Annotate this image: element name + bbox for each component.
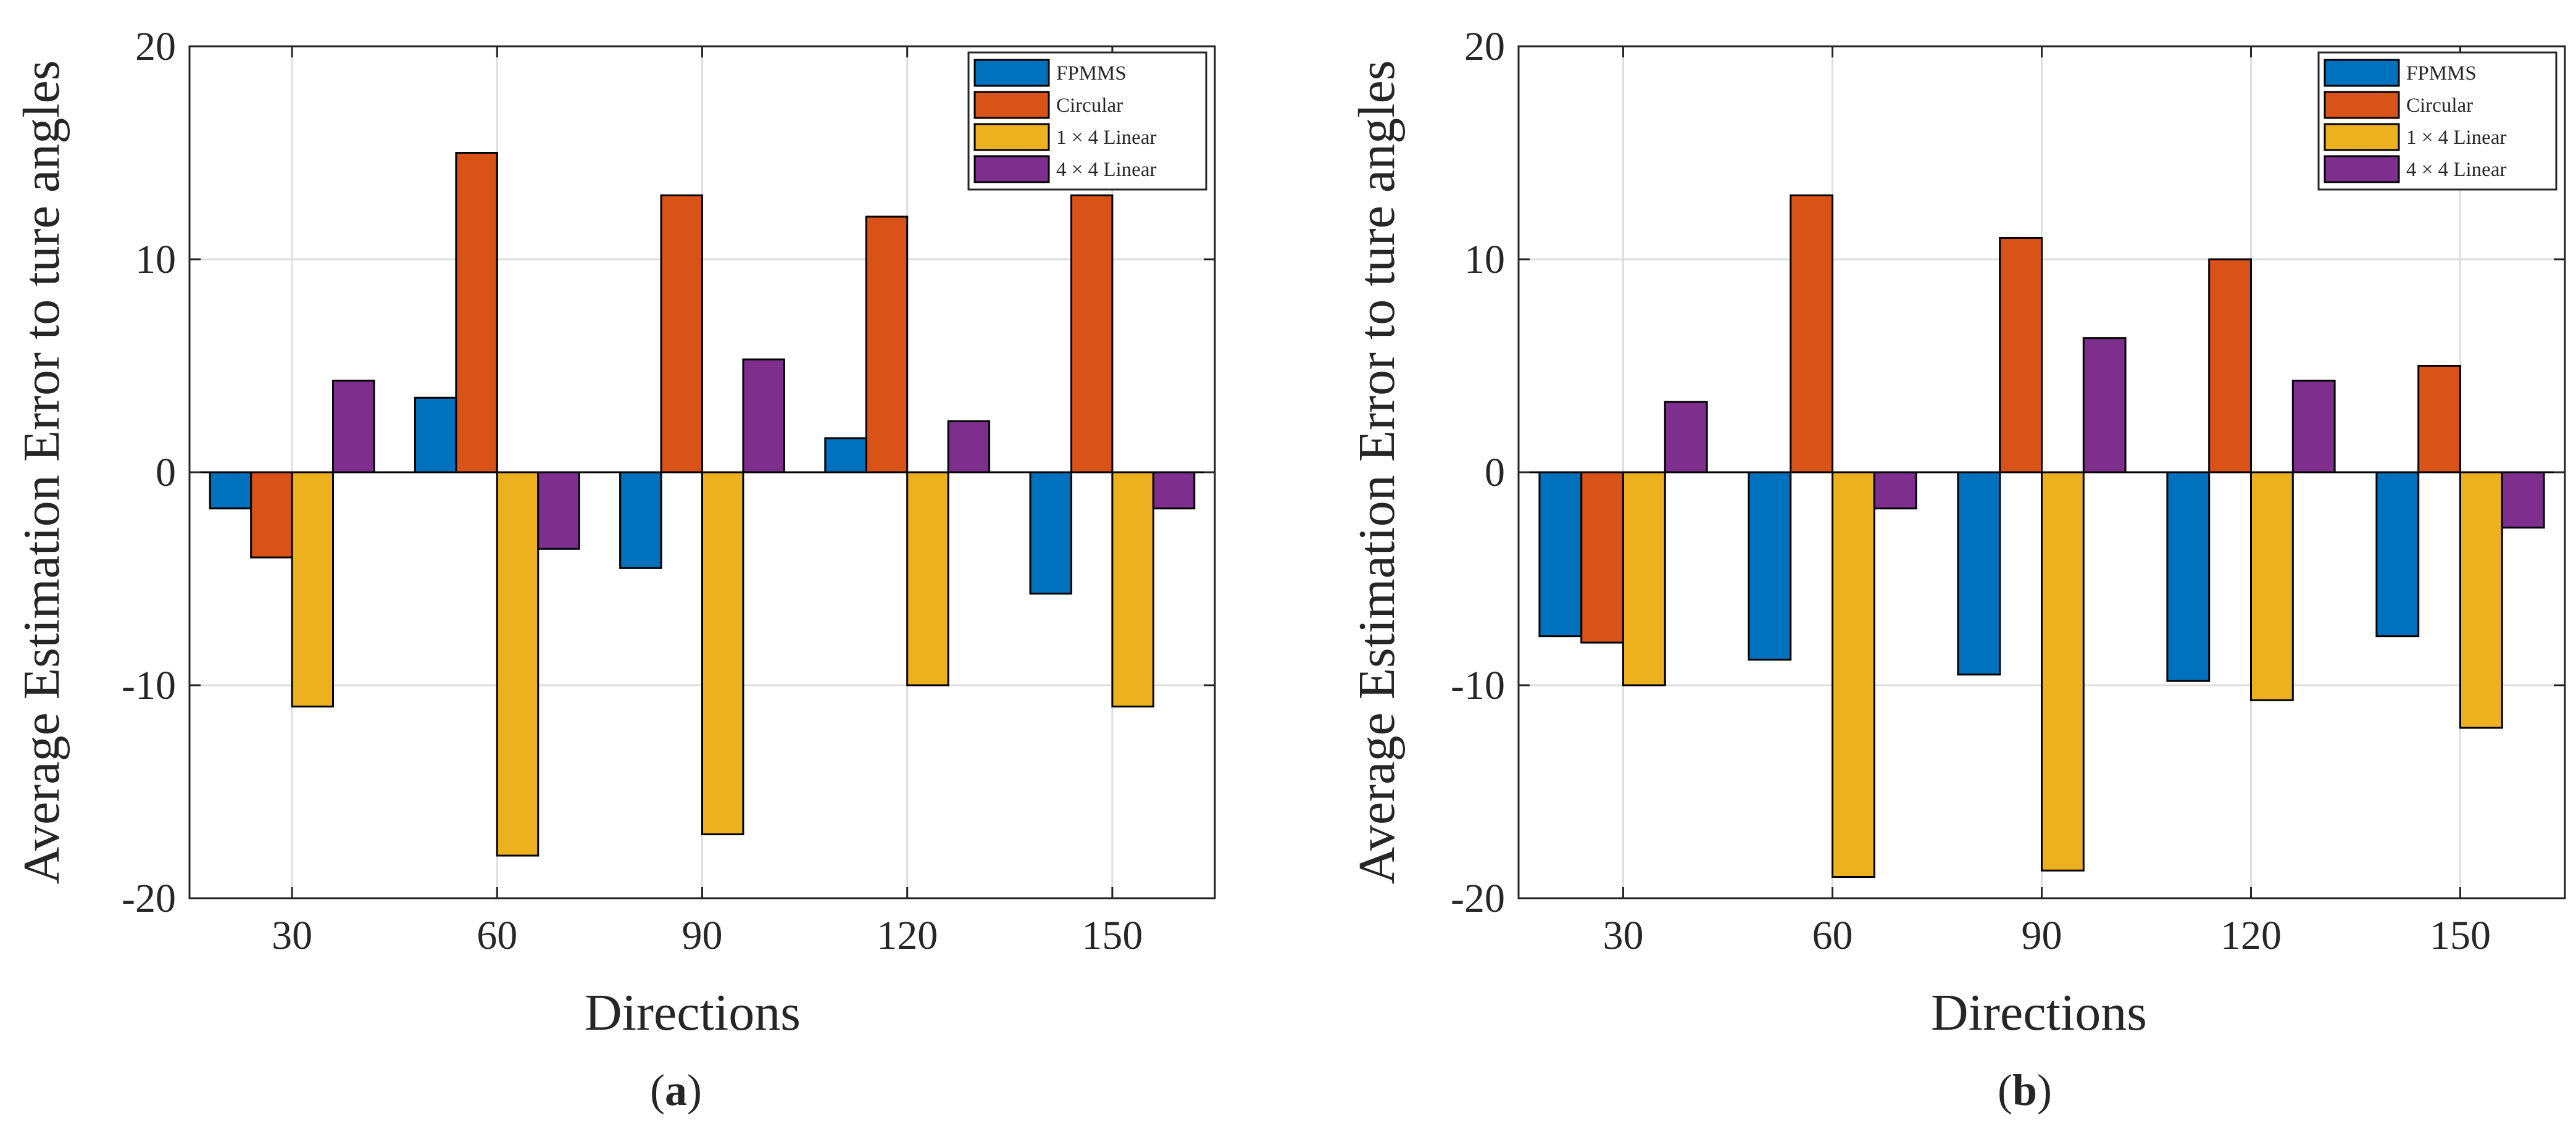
bar-4-4-linear-90 (2082, 337, 2127, 473)
legend-swatch (2324, 59, 2400, 87)
bar-circular-120 (865, 215, 909, 473)
bar-fpmms-150 (2375, 471, 2420, 638)
bar-fpmms-60 (1748, 471, 1792, 661)
bar-4-4-linear-30 (1664, 401, 1708, 473)
bar-4-4-linear-60 (1873, 471, 1917, 510)
bar-1-4-linear-90 (2041, 471, 2085, 872)
y-tick-label: 10 (1464, 237, 1505, 282)
bar-1-4-linear-60 (496, 471, 540, 857)
bar-fpmms-60 (414, 396, 457, 473)
y-tick-label: 0 (1485, 450, 1505, 495)
x-tick-label: 120 (2220, 913, 2282, 958)
bar-fpmms-90 (1957, 471, 2001, 676)
chart-panel-a: -20 -10 0 10 20 30 60 90 120 150 Directions Average… (13, 24, 1216, 1115)
bar-circular-120 (2208, 258, 2252, 473)
chart-panel-b: -20 -10 0 10 20 30 60 90 120 150 Directions Average… (1348, 24, 2566, 1115)
x-axis-label: Directions (585, 984, 801, 1041)
panel-label: (b) (1998, 1066, 2052, 1115)
bar-1-4-linear-30 (291, 471, 335, 707)
y-tick-label: -20 (122, 876, 176, 921)
bar-1-4-linear-30 (1622, 471, 1666, 686)
bar-fpmms-30 (1538, 471, 1583, 638)
panel-label: (a) (650, 1066, 702, 1115)
bar-4-4-linear-30 (332, 380, 375, 473)
legend-entry: 4 × 4 Linear (2406, 159, 2506, 181)
legend-swatch (2324, 155, 2400, 183)
bar-circular-150 (2417, 365, 2461, 473)
legend-entry: Circular (2406, 94, 2473, 117)
bar-4-4-linear-150 (1152, 471, 1196, 510)
legend-entry: 1 × 4 Linear (1056, 127, 1156, 149)
legend-entry: FPMMS (1056, 62, 1127, 85)
legend-entry: FPMMS (2406, 62, 2477, 85)
y-tick-label: -10 (1451, 663, 1505, 708)
bar-1-4-linear-150 (2459, 471, 2503, 729)
bar-circular-60 (455, 152, 498, 473)
bar-1-4-linear-150 (1111, 471, 1154, 707)
legend-swatch (973, 59, 1050, 87)
x-tick-label: 120 (877, 913, 938, 958)
legend-swatch (973, 155, 1050, 183)
x-tick-label: 90 (2022, 913, 2062, 958)
x-tick-label: 150 (2430, 913, 2491, 958)
legend-swatch (973, 123, 1050, 151)
bar-1-4-linear-90 (701, 471, 744, 835)
x-tick-label: 60 (1812, 913, 1853, 958)
bar-1-4-linear-120 (2250, 471, 2294, 701)
legend-swatch (2324, 91, 2400, 119)
x-axis-label: Directions (1931, 984, 2147, 1041)
bar-circular-90 (1999, 237, 2043, 473)
x-tick-label: 30 (1603, 913, 1644, 958)
bar-1-4-linear-120 (906, 471, 949, 686)
bar-4-4-linear-90 (742, 358, 785, 473)
bar-fpmms-90 (619, 471, 662, 569)
legend-entry: 4 × 4 Linear (1056, 159, 1156, 181)
bar-fpmms-120 (824, 437, 867, 473)
y-tick-label: -20 (1451, 876, 1505, 921)
bar-4-4-linear-120 (947, 420, 991, 473)
bar-4-4-linear-120 (2291, 380, 2336, 473)
bar-fpmms-120 (2166, 471, 2211, 682)
bar-circular-90 (660, 194, 704, 473)
bar-circular-60 (1790, 194, 1833, 473)
y-tick-label: 10 (135, 237, 176, 282)
legend-swatch (973, 91, 1050, 119)
y-tick-label: 20 (1464, 24, 1505, 69)
bar-4-4-linear-60 (537, 471, 580, 550)
y-axis-label: Average Estimation Error to ture angles (13, 60, 70, 885)
x-tick-label: 60 (477, 913, 517, 958)
legend-swatch (2324, 123, 2400, 151)
y-tick-label: 20 (135, 24, 176, 69)
bar-circular-30 (1580, 471, 1624, 644)
bar-fpmms-150 (1029, 471, 1072, 595)
legend-entry: 1 × 4 Linear (2406, 127, 2506, 149)
x-tick-label: 150 (1082, 913, 1143, 958)
bar-circular-150 (1070, 194, 1114, 473)
y-axis-label: Average Estimation Error to ture angles (1348, 60, 1406, 885)
bar-fpmms-30 (209, 471, 252, 510)
bar-4-4-linear-150 (2501, 471, 2545, 529)
x-tick-label: 30 (272, 913, 312, 958)
y-tick-label: 0 (156, 450, 176, 495)
x-tick-label: 90 (682, 913, 723, 958)
bar-circular-30 (250, 471, 293, 559)
bar-1-4-linear-60 (1832, 471, 1875, 878)
y-tick-label: -10 (122, 663, 176, 708)
legend-entry: Circular (1056, 94, 1123, 117)
